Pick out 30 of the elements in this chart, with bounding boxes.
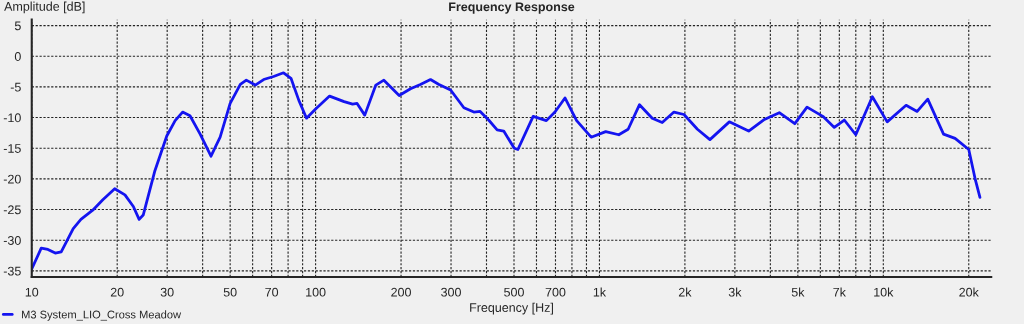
- y-tick-label: -15: [3, 144, 21, 153]
- y-tick-label: 0: [14, 52, 21, 61]
- x-tick-label: 20k: [959, 287, 979, 297]
- y-tick-label: -5: [10, 82, 21, 92]
- y-axis-title: Amplitude [dB]: [4, 1, 85, 14]
- x-tick-label: 2k: [678, 287, 692, 297]
- x-tick-label: 30: [160, 287, 174, 297]
- x-tick-label: 7k: [833, 287, 846, 297]
- y-tick-label: -35: [3, 266, 21, 276]
- x-axis-title: Frequency [Hz]: [470, 302, 553, 315]
- y-tick-label: -25: [3, 205, 21, 215]
- x-tick-label: 700: [545, 287, 566, 297]
- x-tick-label: 100: [306, 287, 326, 297]
- x-tick-label: 1k: [593, 287, 607, 297]
- y-tick-label: -10: [3, 113, 21, 123]
- legend-label: M3 System_LIO_Cross Meadow: [22, 310, 182, 321]
- x-tick-label: 300: [441, 287, 461, 297]
- x-tick-label: 500: [504, 287, 524, 297]
- y-tick-label: -20: [3, 174, 21, 184]
- x-tick-label: 10: [25, 287, 39, 297]
- x-tick-label: 50: [223, 287, 237, 297]
- chart-title: Frequency Response: [449, 2, 575, 14]
- x-tick-label: 10k: [874, 287, 894, 297]
- x-tick-label: 3k: [728, 287, 742, 297]
- x-tick-label: 200: [391, 287, 411, 297]
- y-tick-label: 5: [14, 21, 21, 31]
- x-tick-label: 20: [110, 287, 124, 297]
- x-tick-label: 70: [265, 287, 279, 297]
- x-tick-label: 5k: [791, 287, 805, 297]
- y-tick-label: -30: [3, 236, 21, 245]
